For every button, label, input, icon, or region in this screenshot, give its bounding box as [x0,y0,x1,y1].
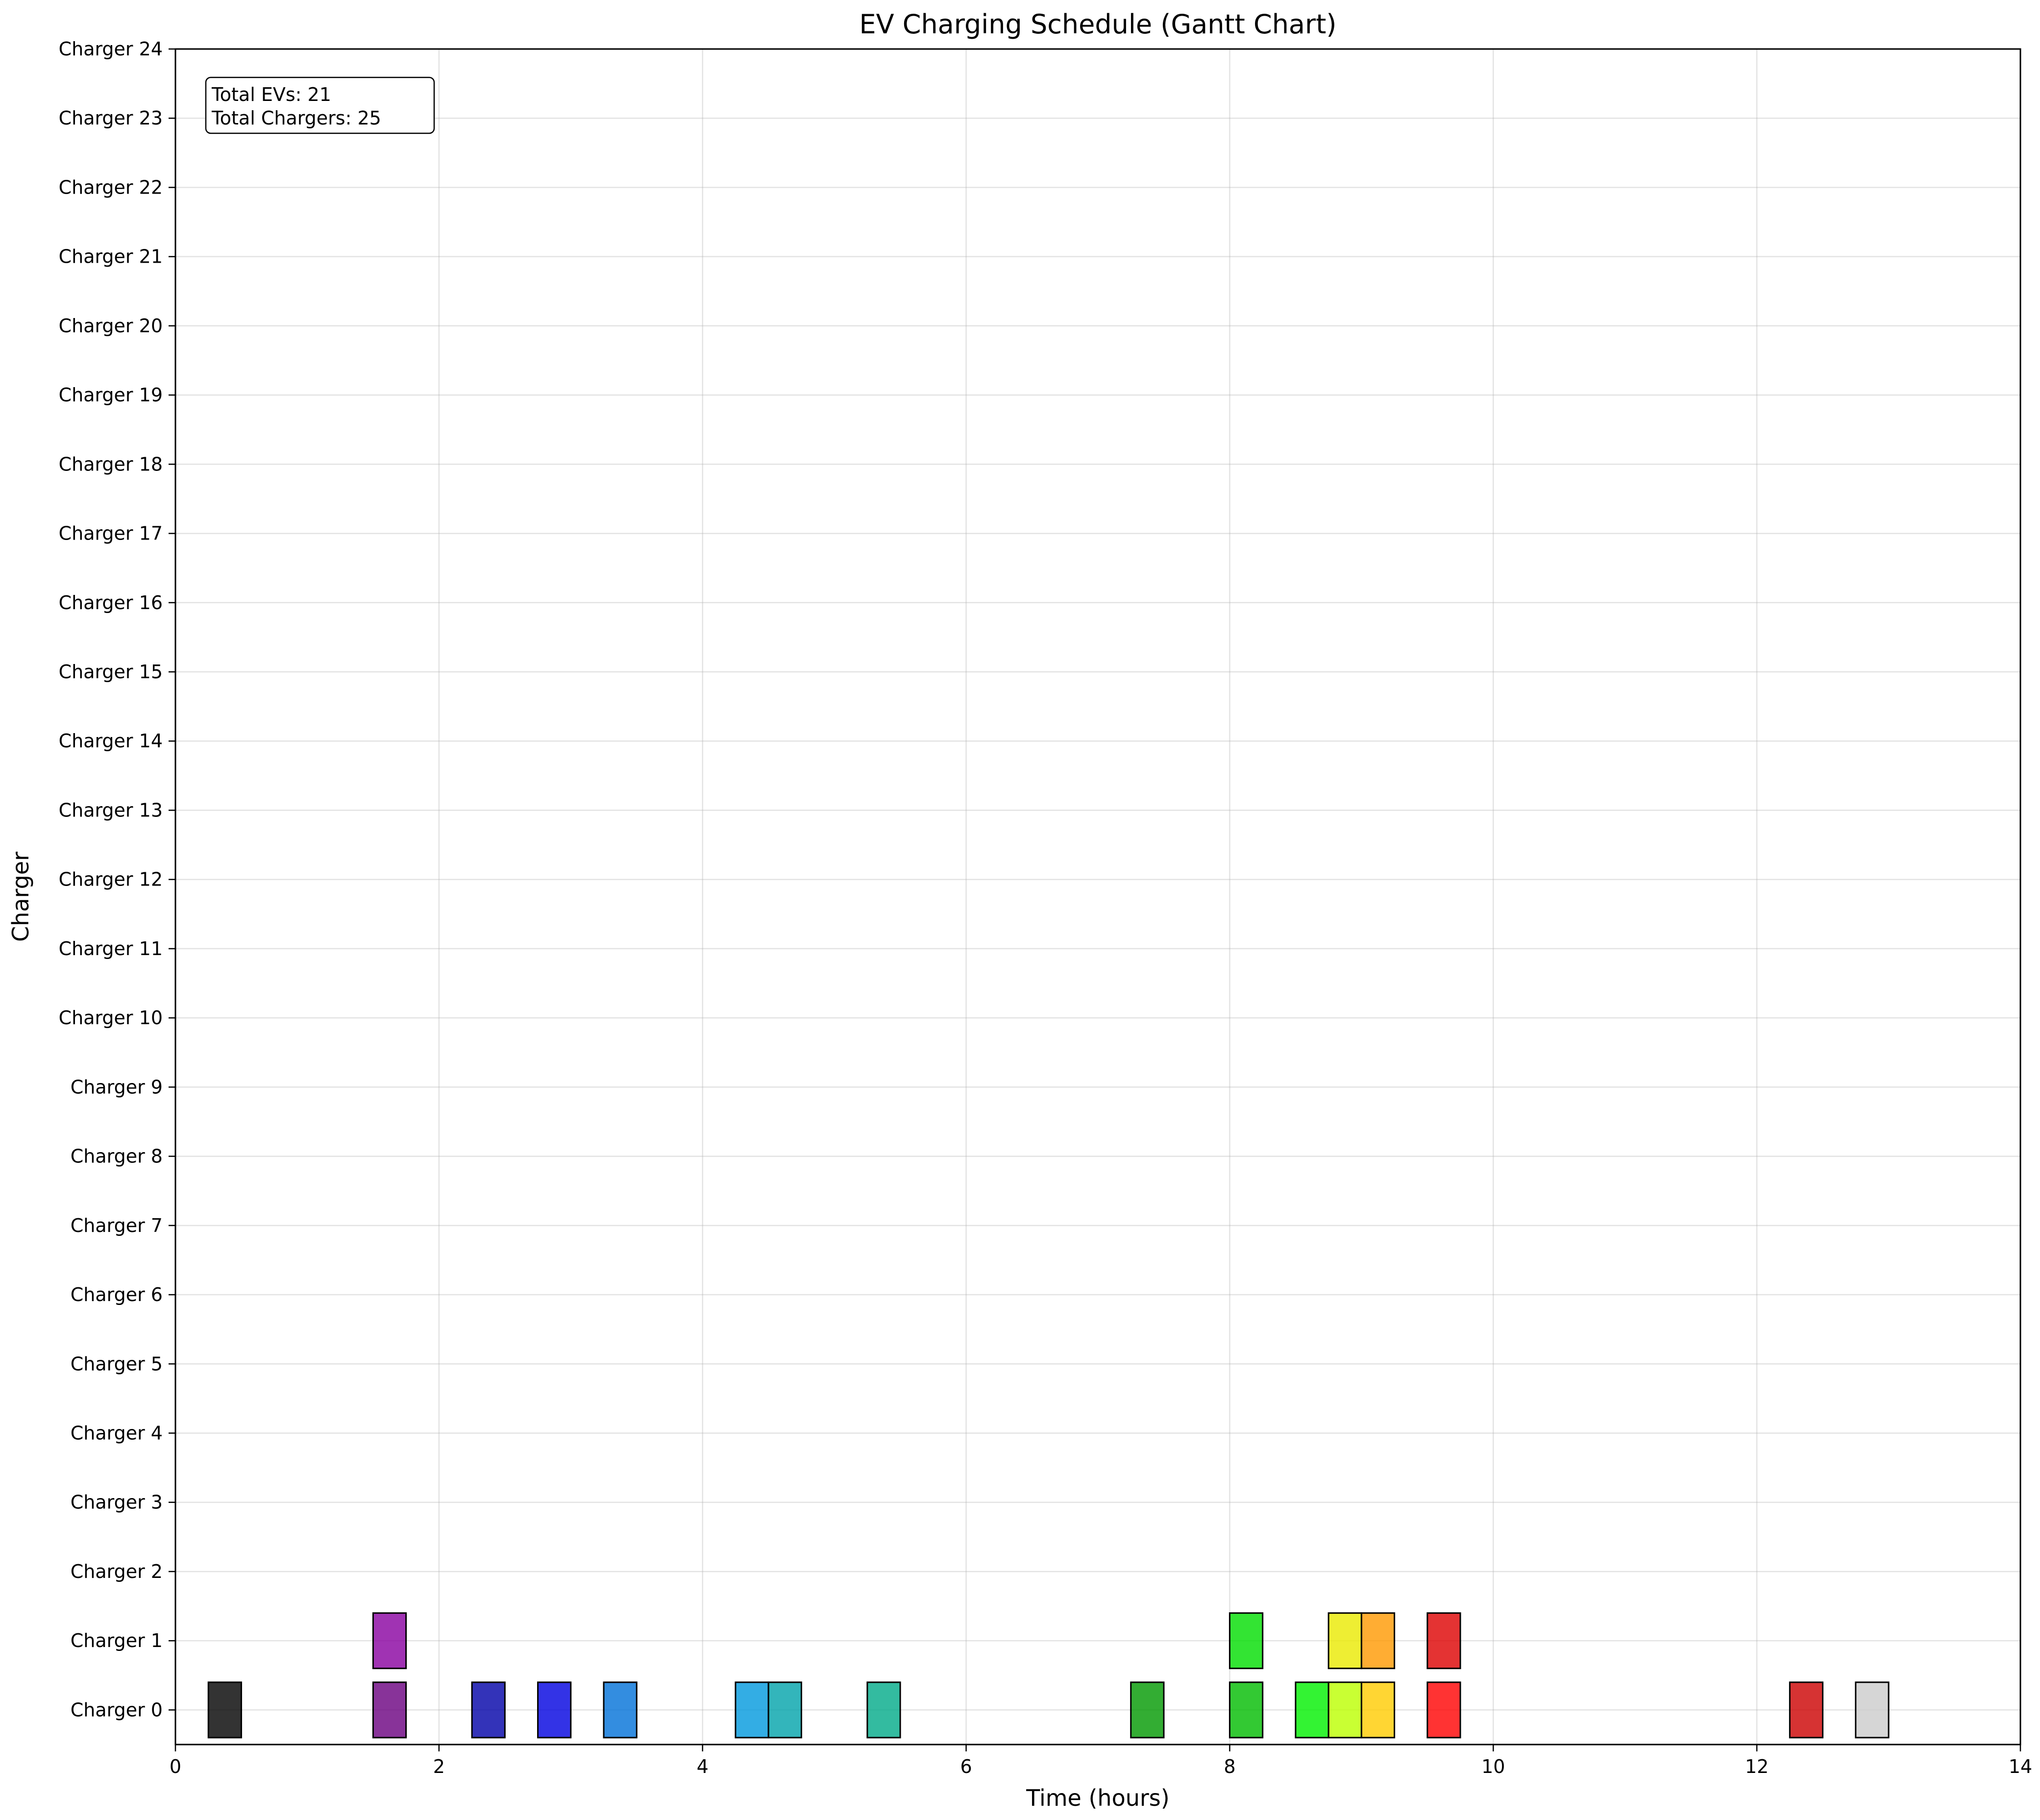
task-bar [372,1612,407,1670]
y-tick-label: Charger 15 [59,661,163,683]
y-tick-label: Charger 11 [59,938,163,959]
task-bar [1789,1681,1824,1739]
task-bar [1229,1681,1264,1739]
task-bar [537,1681,572,1739]
y-tick-label: Charger 6 [71,1284,163,1305]
x-tick-label: 0 [170,1756,181,1777]
y-tick-label: Charger 7 [71,1215,163,1236]
info-box-frame [205,76,435,134]
y-tick-label: Charger 17 [59,523,163,544]
y-tick-label: Charger 2 [71,1561,163,1582]
grid [174,48,2021,1745]
x-tick-label: 6 [960,1756,972,1777]
task-bar [603,1681,638,1739]
task-bar [735,1681,769,1739]
x-tick-label: 10 [1481,1756,1505,1777]
y-tick-label: Charger 4 [71,1422,163,1444]
y-tick-label: Charger 5 [71,1353,163,1375]
x-axis-label: Time (hours) [1026,1785,1169,1811]
y-tick-label: Charger 18 [59,453,163,475]
task-bar [471,1681,506,1739]
task-bars [207,1612,1890,1739]
x-tick-label: 8 [1224,1756,1235,1777]
y-tick-label: Charger 24 [59,38,163,60]
y-tick-label: Charger 9 [71,1076,163,1098]
y-tick-label: Charger 22 [59,176,163,198]
y-tick-label: Charger 14 [59,730,163,752]
y-tick-label: Charger 23 [59,107,163,129]
task-bar [207,1681,242,1739]
y-tick-label: Charger 1 [71,1630,163,1651]
x-tick-label: 4 [697,1756,709,1777]
y-tick-label: Charger 16 [59,592,163,614]
y-tick-label: Charger 3 [71,1492,163,1513]
info-box: Total EVs: 21 Total Chargers: 25 [205,76,435,134]
task-bar [767,1681,802,1739]
task-bar [1855,1681,1890,1739]
y-tick-label: Charger 21 [59,246,163,268]
x-tick-label: 12 [1745,1756,1769,1777]
task-bar [1295,1681,1329,1739]
y-tick-label: Charger 20 [59,315,163,337]
task-bar [1426,1681,1461,1739]
y-tick-label: Charger 10 [59,1007,163,1029]
task-bar [1327,1612,1362,1670]
task-bar [1426,1612,1461,1670]
task-bar [1327,1681,1362,1739]
y-axis-label: Charger [7,852,34,942]
task-bar [372,1681,407,1739]
task-bar [1229,1612,1264,1670]
task-bar [1130,1681,1165,1739]
y-tick-label: Charger 19 [59,384,163,406]
task-bar [1360,1681,1396,1739]
task-bar [1360,1612,1396,1670]
x-axis-ticks: 0 2 4 6 8 10 12 14 [170,1745,2032,1777]
info-total-chargers: Total Chargers: 25 [211,107,381,129]
y-axis-ticks: Charger 0 Charger 1 Charger 2 Charger 3 Char… [59,38,175,1721]
x-tick-label: 14 [2009,1756,2032,1777]
chart-title: EV Charging Schedule (Gantt Chart) [860,9,1337,40]
y-tick-label: Charger 13 [59,799,163,821]
info-total-evs: Total EVs: 21 [211,84,331,105]
y-tick-label: Charger 12 [59,869,163,890]
x-tick-label: 2 [433,1756,445,1777]
y-tick-label: Charger 0 [71,1699,163,1721]
plot-frame [174,48,2021,1746]
task-bar [866,1681,901,1739]
y-tick-label: Charger 8 [71,1146,163,1167]
